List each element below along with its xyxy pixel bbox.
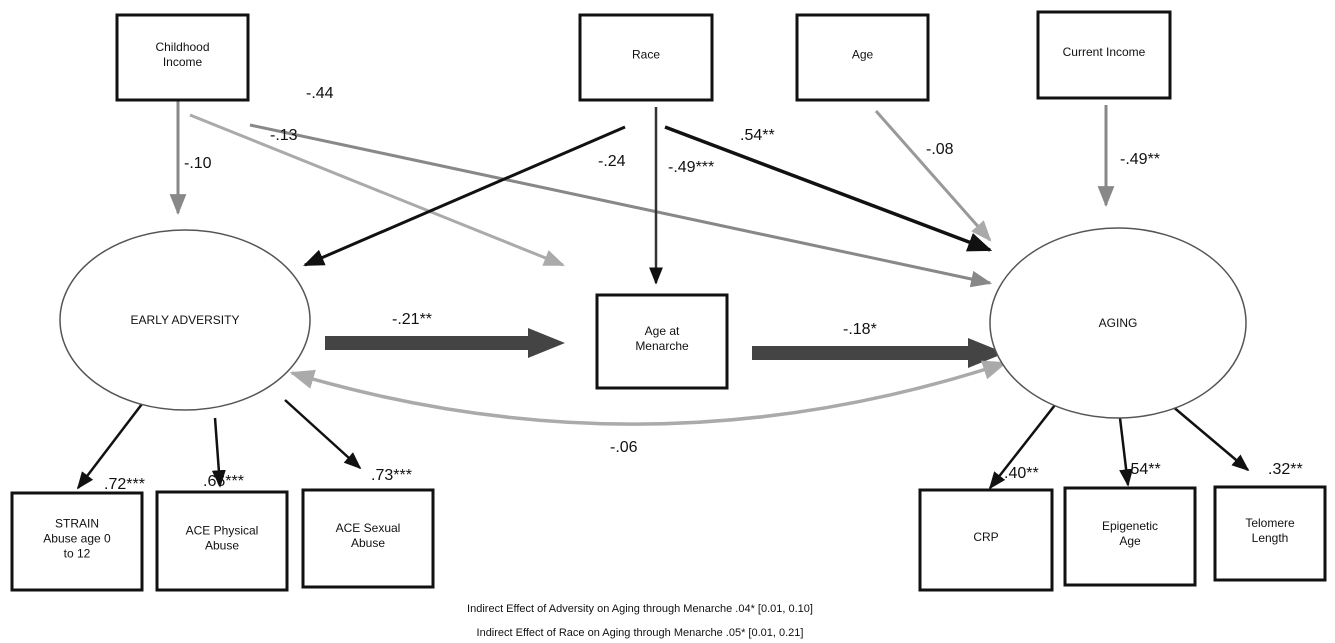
node-label-line: Income xyxy=(163,55,203,69)
edge-label: -.18* xyxy=(843,321,877,338)
node-label: Childhood Income xyxy=(155,40,209,69)
node-box xyxy=(10,491,144,592)
edge-label: -.44 xyxy=(306,85,334,102)
edge-label: -.24 xyxy=(598,153,626,170)
node-label: Age xyxy=(852,48,874,62)
node-label-line: AGING xyxy=(1099,316,1138,330)
node-label-line: ACE Physical xyxy=(186,524,259,538)
edge-arrow xyxy=(284,399,362,470)
edge-arrow xyxy=(988,404,1056,490)
edge-label: .32** xyxy=(1268,461,1303,478)
node-box xyxy=(595,293,729,390)
node-label: Telomere Length xyxy=(1245,516,1295,545)
note: Indirect Effect of Adversity on Aging th… xyxy=(467,603,813,615)
latent-ellipse xyxy=(59,229,311,411)
node-label-line: ACE Sexual xyxy=(336,521,401,535)
edge-label: .54** xyxy=(1126,461,1161,478)
nodes: Childhood Income Race Age Current Income EARL… xyxy=(10,10,1327,592)
node-label: EARLY ADVERSITY xyxy=(131,313,240,327)
node-box xyxy=(1213,485,1327,582)
node-box xyxy=(1063,486,1197,587)
node-box xyxy=(795,13,930,102)
node-label: STRAIN Abuse age 0 to 12 xyxy=(43,517,111,561)
node-label-line: Menarche xyxy=(635,339,689,353)
edge-labels: -.10 -.13 -.44 -.24 -.49*** .54** -.08 -.49** -.… xyxy=(104,85,1303,493)
node-label: Epigenetic Age xyxy=(1102,519,1158,548)
edge-label: -.49** xyxy=(1120,151,1160,168)
node-box xyxy=(301,488,435,589)
node-label-line: Age xyxy=(852,48,874,62)
node-label-line: Epigenetic xyxy=(1102,519,1158,533)
node-label-line: Abuse xyxy=(205,539,239,553)
block-arrow xyxy=(752,338,1005,368)
edge-label: -.06 xyxy=(610,439,638,456)
node-label-line: CRP xyxy=(973,530,998,544)
edge-label: -.08 xyxy=(926,141,954,158)
edge-label: -.49*** xyxy=(668,159,714,176)
node-label-line: Current Income xyxy=(1063,45,1146,59)
node-label: Race xyxy=(632,48,660,62)
node-label-line: Abuse xyxy=(351,536,385,550)
edge-label: .40** xyxy=(1004,465,1039,482)
node-box xyxy=(155,490,289,592)
block-arrow xyxy=(325,328,565,358)
node-label: CRP xyxy=(973,530,998,544)
node-label-line: EARLY ADVERSITY xyxy=(131,313,240,327)
node-box xyxy=(115,13,250,102)
edge-arrow xyxy=(664,125,993,252)
node-label-line: Age at xyxy=(645,324,680,338)
node-label-line: Telomere xyxy=(1245,516,1295,530)
edge-arrow xyxy=(211,417,226,488)
edge-label: .73*** xyxy=(371,467,412,484)
node-box xyxy=(578,13,714,102)
node-label-line: Abuse age 0 xyxy=(43,532,111,546)
node-box xyxy=(918,488,1054,592)
latent-ellipse xyxy=(989,227,1247,419)
edge-arrow xyxy=(874,110,992,242)
node-label: ACE Physical Abuse xyxy=(186,524,259,553)
edge-arrow xyxy=(76,399,146,490)
edge-arrow xyxy=(249,123,993,288)
node-label-line: STRAIN xyxy=(55,517,99,531)
node-label: AGING xyxy=(1099,316,1138,330)
node-box xyxy=(1036,10,1172,100)
edge-label: -.21** xyxy=(392,311,432,328)
node-label: ACE Sexual Abuse xyxy=(336,521,401,550)
edge-label: .66*** xyxy=(203,473,244,490)
edge-arrow xyxy=(1164,399,1250,472)
edge-label: .54** xyxy=(740,127,775,144)
node-label-line: Age xyxy=(1119,534,1141,548)
edge-arrow xyxy=(303,125,626,267)
covariance-arrow xyxy=(289,360,1008,426)
edge-arrow xyxy=(1118,417,1134,487)
node-label-line: Race xyxy=(632,48,660,62)
note: Indirect Effect of Race on Aging through… xyxy=(477,627,804,639)
edges xyxy=(76,100,1250,490)
node-label-line: Length xyxy=(1252,531,1289,545)
node-label-line: Childhood xyxy=(155,40,209,54)
edge-arrow xyxy=(189,113,565,267)
edge-label: .72*** xyxy=(104,476,145,493)
edge-label: -.10 xyxy=(184,155,212,172)
node-label-line: to 12 xyxy=(64,547,91,561)
node-label: Age at Menarche xyxy=(635,324,689,353)
edge-label: -.13 xyxy=(270,127,298,144)
node-label: Current Income xyxy=(1063,45,1146,59)
